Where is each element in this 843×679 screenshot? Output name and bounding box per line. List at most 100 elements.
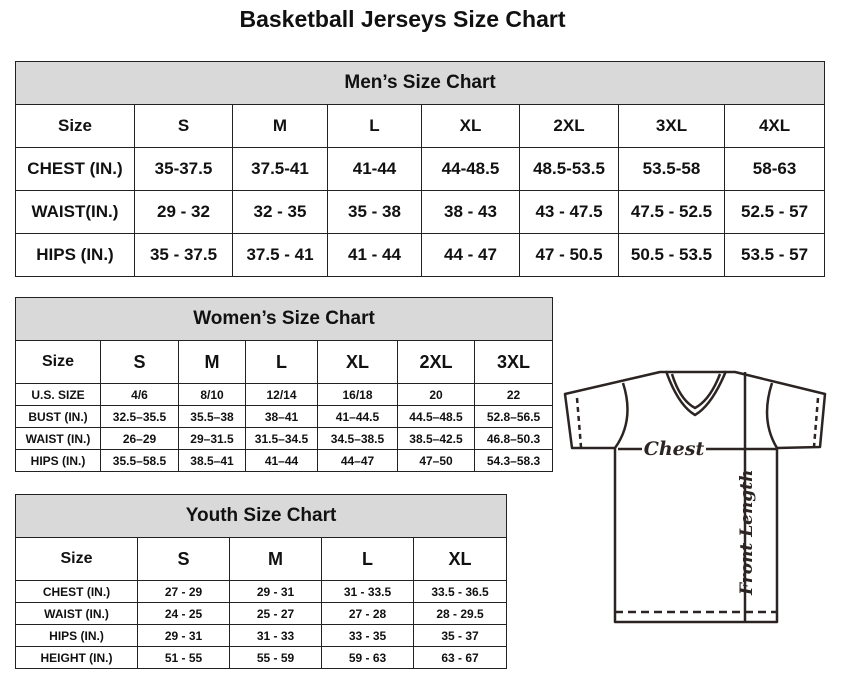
table-cell: 4XL [723, 104, 826, 148]
table-cell: 29 - 31 [137, 624, 230, 647]
table-row: CHEST (IN.) 27 - 29 29 - 31 31 - 33.5 33.5 -… [15, 580, 508, 603]
mens-table-caption: Men’s Size Chart [14, 61, 826, 105]
table-cell: 43 - 47.5 [519, 190, 619, 234]
table-cell: 55 - 59 [229, 646, 322, 669]
table-row: HIPS (IN.) 35.5–58.5 38.5–41 41–44 44–47 47–5… [15, 449, 554, 472]
table-cell: 31 - 33 [229, 624, 322, 647]
table-cell: 24 - 25 [137, 602, 230, 625]
table-cell: 47 - 50.5 [519, 233, 619, 277]
womens-size-table: Women’s Size Chart Size S M L XL 2XL 3XL U.S. S… [14, 297, 554, 472]
table-header-row: Size S M L XL 2XL 3XL [15, 340, 554, 384]
table-cell: L [327, 104, 422, 148]
mens-size-table: Men’s Size Chart Size S M L XL 2XL 3XL 4XL CHEST… [14, 61, 826, 277]
table-cell: S [100, 340, 179, 384]
table-cell: 31.5–34.5 [245, 427, 318, 450]
table-cell: 29–31.5 [178, 427, 246, 450]
table-cell: 38.5–42.5 [397, 427, 475, 450]
row-label: WAIST (IN.) [15, 602, 138, 625]
table-cell: 41–44.5 [317, 405, 398, 428]
table-cell: 20 [397, 383, 475, 406]
row-label: WAIST(IN.) [15, 190, 135, 234]
table-cell: 44–47 [317, 449, 398, 472]
table-cell: XL [421, 104, 520, 148]
table-cell: 35.5–58.5 [100, 449, 179, 472]
table-cell: 16/18 [317, 383, 398, 406]
table-cell: 53.5 - 57 [723, 233, 826, 277]
table-cell: 46.8–50.3 [473, 427, 554, 450]
left-sleeve-seam [613, 382, 629, 449]
table-cell: 41-44 [327, 147, 422, 191]
table-cell: 52.5 - 57 [723, 190, 826, 234]
table-cell: 29 - 31 [229, 580, 322, 603]
row-label: BUST (IN.) [15, 405, 101, 428]
right-sleeve-seam [765, 382, 779, 449]
table-cell: L [321, 537, 414, 581]
table-header-row: Size S M L XL [15, 537, 508, 581]
table-cell: 35 - 38 [327, 190, 422, 234]
table-cell: 58-63 [723, 147, 826, 191]
row-label: HEIGHT (IN.) [15, 646, 138, 669]
table-cell: 41 - 44 [327, 233, 422, 277]
table-cell: 41–44 [245, 449, 318, 472]
table-cell: 33.5 - 36.5 [412, 580, 508, 603]
table-cell: 29 - 32 [134, 190, 233, 234]
row-label: HIPS (IN.) [15, 624, 138, 647]
table-cell: 32.5–35.5 [100, 405, 179, 428]
table-cell: M [178, 340, 246, 384]
table-cell: 44.5–48.5 [397, 405, 475, 428]
table-cell: 27 - 28 [321, 602, 414, 625]
table-row: HEIGHT (IN.) 51 - 55 55 - 59 59 - 63 63 - 67 [15, 646, 508, 669]
shirt-outline [563, 370, 827, 624]
collar-inner [670, 373, 722, 410]
front-length-label: Front Length [737, 470, 757, 596]
table-cell: 38.5–41 [178, 449, 246, 472]
collar [664, 370, 728, 417]
table-row: WAIST (IN.) 26–29 29–31.5 31.5–34.5 34.5–38.… [15, 427, 554, 450]
table-cell: S [137, 537, 230, 581]
table-cell: 8/10 [178, 383, 246, 406]
table-cell: 59 - 63 [321, 646, 414, 669]
table-row: BUST (IN.) 32.5–35.5 35.5–38 38–41 41–44.5 44… [15, 405, 554, 428]
table-cell: 32 - 35 [232, 190, 328, 234]
row-label: HIPS (IN.) [15, 233, 135, 277]
table-cell: 28 - 29.5 [412, 602, 508, 625]
table-cell: 35.5–38 [178, 405, 246, 428]
table-cell: 35-37.5 [134, 147, 233, 191]
row-label: CHEST (IN.) [15, 147, 135, 191]
row-label: Size [15, 104, 135, 148]
table-cell: 25 - 27 [229, 602, 322, 625]
table-cell: 53.5-58 [618, 147, 725, 191]
table-cell: 37.5 - 41 [232, 233, 328, 277]
table-cell: 47–50 [397, 449, 475, 472]
row-label: CHEST (IN.) [15, 580, 138, 603]
table-cell: 33 - 35 [321, 624, 414, 647]
table-cell: 52.8–56.5 [473, 405, 554, 428]
table-row: HIPS (IN.) 35 - 37.5 37.5 - 41 41 - 44 44 - … [15, 233, 826, 277]
table-header-row: Size S M L XL 2XL 3XL 4XL [15, 104, 826, 148]
table-cell: 44-48.5 [421, 147, 520, 191]
table-cell: XL [412, 537, 508, 581]
table-row: WAIST (IN.) 24 - 25 25 - 27 27 - 28 28 - 29.… [15, 602, 508, 625]
table-cell: 63 - 67 [412, 646, 508, 669]
table-cell: 44 - 47 [421, 233, 520, 277]
youth-size-table: Youth Size Chart Size S M L XL CHEST (IN.) 27 … [14, 494, 508, 669]
table-cell: 12/14 [245, 383, 318, 406]
table-cell: 26–29 [100, 427, 179, 450]
table-cell: 2XL [397, 340, 475, 384]
table-cell: 48.5-53.5 [519, 147, 619, 191]
row-label: Size [15, 340, 101, 384]
table-cell: 35 - 37 [412, 624, 508, 647]
table-cell: 3XL [618, 104, 725, 148]
table-cell: L [245, 340, 318, 384]
table-row: CHEST (IN.) 35-37.5 37.5-41 41-44 44-48.5 48.… [15, 147, 826, 191]
table-cell: 54.3–58.3 [473, 449, 554, 472]
table-cell: 37.5-41 [232, 147, 328, 191]
table-cell: S [134, 104, 233, 148]
t-shirt-measurement-diagram-icon: Chest Front Length [563, 370, 827, 624]
table-cell: 35 - 37.5 [134, 233, 233, 277]
table-cell: 38 - 43 [421, 190, 520, 234]
table-cell: 47.5 - 52.5 [618, 190, 725, 234]
table-cell: 31 - 33.5 [321, 580, 414, 603]
chest-label: Chest [644, 438, 705, 460]
